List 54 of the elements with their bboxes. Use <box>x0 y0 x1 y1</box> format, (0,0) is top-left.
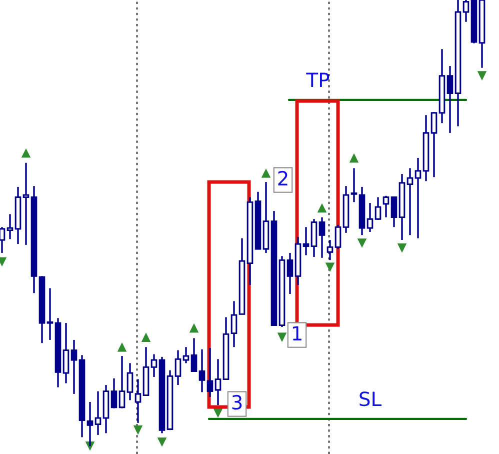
candlestick <box>190 337 198 372</box>
annotation: 2 <box>278 170 288 186</box>
ref-line-label: SL <box>360 392 382 406</box>
point <box>349 153 359 163</box>
point <box>133 425 143 435</box>
candlestick <box>118 355 126 410</box>
candlestick <box>134 378 142 424</box>
candlestick <box>182 346 190 364</box>
candlestick <box>326 239 334 261</box>
candlestick <box>366 202 374 233</box>
candlestick <box>286 252 294 295</box>
candlestick <box>318 216 326 259</box>
annotation: 1 <box>292 326 302 340</box>
point <box>21 148 31 158</box>
candlestick <box>174 349 182 386</box>
candlestick <box>334 224 342 250</box>
point <box>277 332 287 342</box>
candlestick <box>406 167 414 236</box>
point <box>357 238 367 248</box>
candlestick <box>382 195 390 218</box>
point <box>325 262 335 272</box>
candlestick <box>446 65 454 134</box>
point <box>261 168 271 178</box>
candlestick <box>302 226 310 256</box>
point <box>317 203 327 213</box>
candlestick <box>126 362 134 402</box>
candlestick <box>430 111 438 178</box>
candlestick <box>374 196 382 221</box>
candlestick <box>110 377 118 410</box>
candlestick <box>6 213 14 240</box>
candlestick <box>350 167 358 203</box>
point <box>141 332 151 342</box>
candlestick <box>198 348 206 393</box>
candlestick <box>70 339 78 395</box>
candlestick <box>22 162 30 246</box>
ref-line-label: TP <box>306 72 330 87</box>
point <box>117 342 127 352</box>
candlestick <box>462 0 470 23</box>
candlestick <box>0 226 6 254</box>
candlestick <box>214 358 222 406</box>
point <box>189 323 199 333</box>
point <box>213 408 223 418</box>
candlestick <box>46 287 54 341</box>
candlestick <box>390 196 398 228</box>
annotation: 3 <box>232 394 242 410</box>
point <box>397 243 407 253</box>
candlestick <box>414 157 422 240</box>
point <box>157 437 167 447</box>
candlestick <box>206 347 214 398</box>
candlestick <box>62 322 70 384</box>
candlestick <box>230 300 238 348</box>
point <box>477 71 487 80</box>
candlestick <box>94 390 102 436</box>
candlestick <box>150 353 158 378</box>
